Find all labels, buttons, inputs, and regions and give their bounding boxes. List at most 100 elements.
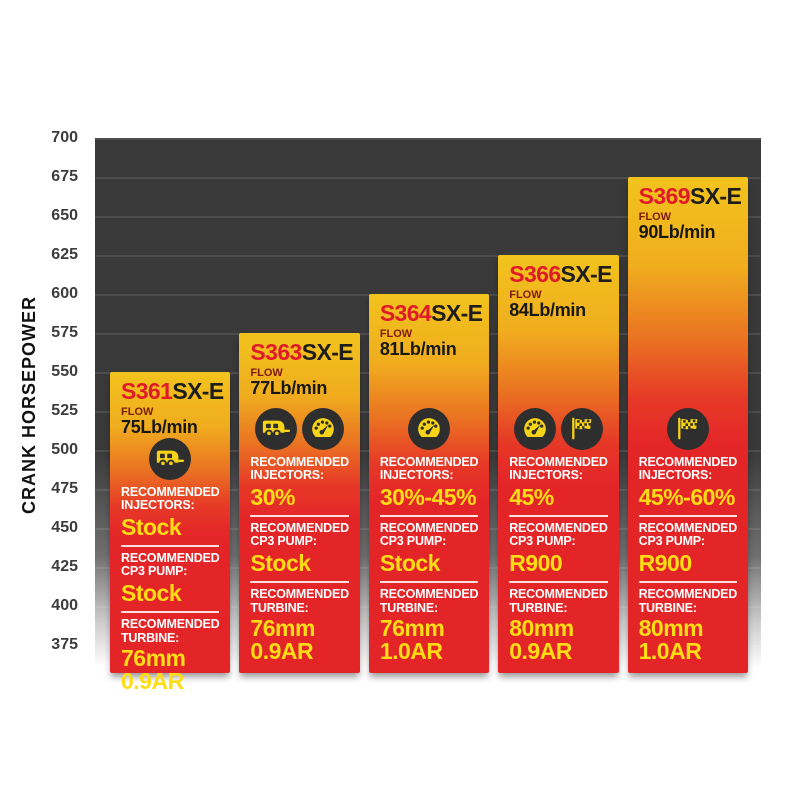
- model-name: S364SX-E: [380, 302, 483, 325]
- y-tick-label: 425: [51, 557, 78, 575]
- turbine-label-line1: RECOMMENDED: [638, 587, 738, 601]
- flow-label: FLOW: [121, 406, 154, 418]
- turbo-bar: S364SX-E FLOW 81Lb/min RECOMMENDED INJEC…: [368, 294, 490, 673]
- model-series: SX-E: [172, 378, 224, 404]
- y-axis-ticks: 700 675 650 625 600 575 550 525 500 475 450 425 400 3…: [0, 130, 78, 673]
- model-number: S369: [638, 183, 691, 209]
- bar-header: S364SX-E FLOW 81Lb/min: [369, 294, 489, 360]
- injectors-label-line2: INJECTORS:: [379, 468, 454, 483]
- y-tick-label: 475: [51, 479, 78, 497]
- divider: [638, 514, 738, 517]
- y-tick-label: 675: [51, 167, 78, 185]
- y-tick-label: 650: [51, 206, 78, 224]
- injectors-value: 45%-60%: [638, 483, 736, 510]
- model-name: S363SX-E: [250, 339, 353, 365]
- injectors-value: 30%-45%: [379, 483, 477, 510]
- bar-specs: RECOMMENDED INJECTORS: 30% RECOMMENDED C…: [239, 407, 359, 673]
- y-tick-label: 550: [51, 362, 78, 380]
- pump-value: Stock: [121, 579, 182, 606]
- flag-icon: [560, 407, 603, 450]
- gauge-icon: [513, 407, 556, 450]
- bar-specs: RECOMMENDED INJECTORS: 45% RECOMMENDED C…: [498, 407, 618, 673]
- divider: [121, 611, 220, 614]
- turbine-ar: 0.9AR: [509, 638, 572, 664]
- turbine-label-line2: TURBINE:: [121, 630, 180, 645]
- divider: [638, 581, 738, 583]
- turbine-label-line2: TURBINE:: [250, 600, 309, 615]
- turbine-label-line1: RECOMMENDED: [379, 587, 479, 601]
- pump-label-line2: CP3 PUMP:: [250, 534, 317, 549]
- turbine-size: 76mm: [379, 615, 445, 641]
- turbine-label-line1: RECOMMENDED: [250, 587, 349, 601]
- flow-label: FLOW: [638, 211, 672, 223]
- y-tick-label: 575: [51, 323, 78, 341]
- turbine-label-line1: RECOMMENDED: [509, 587, 608, 601]
- turbine-value: 76mm 1.0AR: [380, 617, 478, 663]
- pump-label-line2: CP3 PUMP:: [379, 534, 447, 549]
- gridline: [95, 254, 761, 257]
- pump-value: R900: [509, 549, 563, 576]
- model-number: S363: [250, 339, 302, 365]
- injectors-value: 30%: [250, 483, 295, 510]
- gridline: [95, 215, 761, 218]
- turbine-ar: 1.0AR: [638, 638, 702, 664]
- model-name: S366SX-E: [509, 261, 612, 287]
- divider: [509, 581, 608, 583]
- plot-area: S361SX-E FLOW 75Lb/min RECOMMENDED INJEC…: [95, 138, 761, 693]
- y-tick-label: 525: [51, 401, 78, 419]
- flow-value: 84Lb/min: [509, 300, 586, 320]
- usage-icons: [509, 407, 607, 450]
- divider: [379, 514, 479, 517]
- model-number: S366: [509, 261, 561, 287]
- bar-header: S363SX-E FLOW 77Lb/min: [239, 333, 359, 399]
- pump-label-line2: CP3 PUMP:: [121, 564, 188, 579]
- injectors-label-line2: INJECTORS:: [121, 498, 195, 513]
- model-series: SX-E: [301, 339, 354, 365]
- y-tick-label: 400: [51, 596, 78, 614]
- turbine-ar: 0.9AR: [250, 638, 314, 664]
- bar-specs: RECOMMENDED INJECTORS: 45%-60% RECOMMEND…: [628, 407, 748, 673]
- usage-icons: [121, 437, 219, 480]
- camper-icon: [255, 407, 298, 450]
- turbine-size: 80mm: [509, 615, 574, 641]
- y-tick-label: 600: [51, 284, 78, 302]
- pump-value: Stock: [379, 549, 441, 576]
- pump-label-line1: RECOMMENDED: [509, 520, 608, 535]
- injectors-value: 45%: [509, 483, 554, 510]
- injectors-label-line2: INJECTORS:: [638, 468, 713, 483]
- turbine-label-line1: RECOMMENDED: [121, 617, 220, 632]
- bar-header: S361SX-E FLOW 75Lb/min: [110, 372, 230, 438]
- flow-label: FLOW: [379, 328, 413, 340]
- flow-label: FLOW: [509, 289, 542, 301]
- flow-value: 75Lb/min: [121, 417, 198, 437]
- pump-label-line2: CP3 PUMP:: [638, 534, 705, 549]
- injectors-label-line1: RECOMMENDED: [509, 454, 608, 469]
- flow-value: 77Lb/min: [250, 378, 328, 398]
- turbine-label-line2: TURBINE:: [509, 600, 568, 615]
- usage-icons: [380, 407, 478, 450]
- pump-label-line1: RECOMMENDED: [250, 520, 349, 535]
- injectors-label-line2: INJECTORS:: [509, 468, 583, 483]
- gridline: [95, 176, 761, 179]
- divider: [250, 514, 349, 517]
- model-name: S361SX-E: [121, 380, 224, 403]
- gauge-icon: [408, 407, 451, 450]
- turbine-ar: 0.9AR: [121, 668, 184, 695]
- model-name: S369SX-E: [638, 183, 742, 209]
- y-tick-label: 700: [51, 129, 78, 146]
- pump-label-line1: RECOMMENDED: [379, 520, 479, 535]
- divider: [250, 581, 349, 583]
- divider: [121, 544, 220, 547]
- flow-value: 90Lb/min: [638, 222, 716, 242]
- injectors-label-line2: INJECTORS:: [250, 468, 324, 483]
- usage-icons: [639, 407, 737, 450]
- divider: [509, 514, 608, 517]
- turbine-size: 76mm: [121, 645, 186, 672]
- turbine-value: 76mm 0.9AR: [250, 617, 348, 663]
- injectors-label-line1: RECOMMENDED: [250, 454, 349, 469]
- turbine-value: 80mm 1.0AR: [639, 617, 737, 663]
- pump-value: Stock: [250, 549, 311, 576]
- camper-icon: [149, 437, 192, 480]
- turbo-bar: S361SX-E FLOW 75Lb/min RECOMMENDED INJEC…: [110, 372, 231, 693]
